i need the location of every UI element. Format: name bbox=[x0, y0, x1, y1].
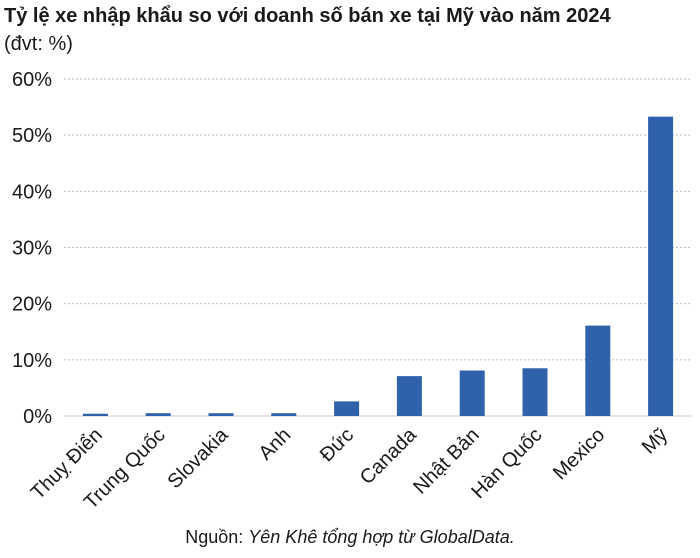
chart-title: Tỷ lệ xe nhập khẩu so với doanh số bán x… bbox=[4, 5, 611, 27]
bar bbox=[396, 376, 422, 416]
bar bbox=[208, 413, 234, 416]
y-tick-label: 0% bbox=[23, 406, 52, 428]
source-text: Yên Khê tổng hợp từ GlobalData. bbox=[248, 527, 515, 547]
source-note: Nguồn: Yên Khê tổng hợp từ GlobalData. bbox=[0, 525, 700, 549]
bar bbox=[82, 413, 108, 416]
x-tick-label: Mexico bbox=[549, 424, 609, 484]
bar bbox=[145, 413, 171, 416]
y-tick-label: 60% bbox=[12, 69, 52, 91]
x-tick-label: Mỹ bbox=[638, 424, 672, 458]
y-tick-label: 10% bbox=[12, 350, 52, 372]
y-tick-label: 50% bbox=[12, 125, 52, 147]
bar bbox=[522, 368, 548, 416]
bar bbox=[648, 116, 674, 417]
y-tick-label: 20% bbox=[12, 294, 52, 316]
y-axis-ticks: 0% 10% 20% 30% 40% 50% 60% bbox=[12, 69, 52, 428]
y-tick-label: 40% bbox=[12, 181, 52, 203]
bar bbox=[334, 401, 360, 416]
bar bbox=[585, 325, 611, 416]
x-tick-label: Slovakia bbox=[164, 423, 234, 493]
source-prefix: Nguồn: bbox=[185, 527, 249, 547]
bar bbox=[459, 370, 485, 416]
x-tick-label: Đức bbox=[316, 424, 358, 466]
x-tick-label: Anh bbox=[255, 424, 296, 465]
bars bbox=[82, 116, 674, 417]
chart-subtitle: (đvt: %) bbox=[4, 33, 73, 55]
bar bbox=[271, 413, 297, 416]
y-tick-label: 30% bbox=[12, 238, 52, 260]
